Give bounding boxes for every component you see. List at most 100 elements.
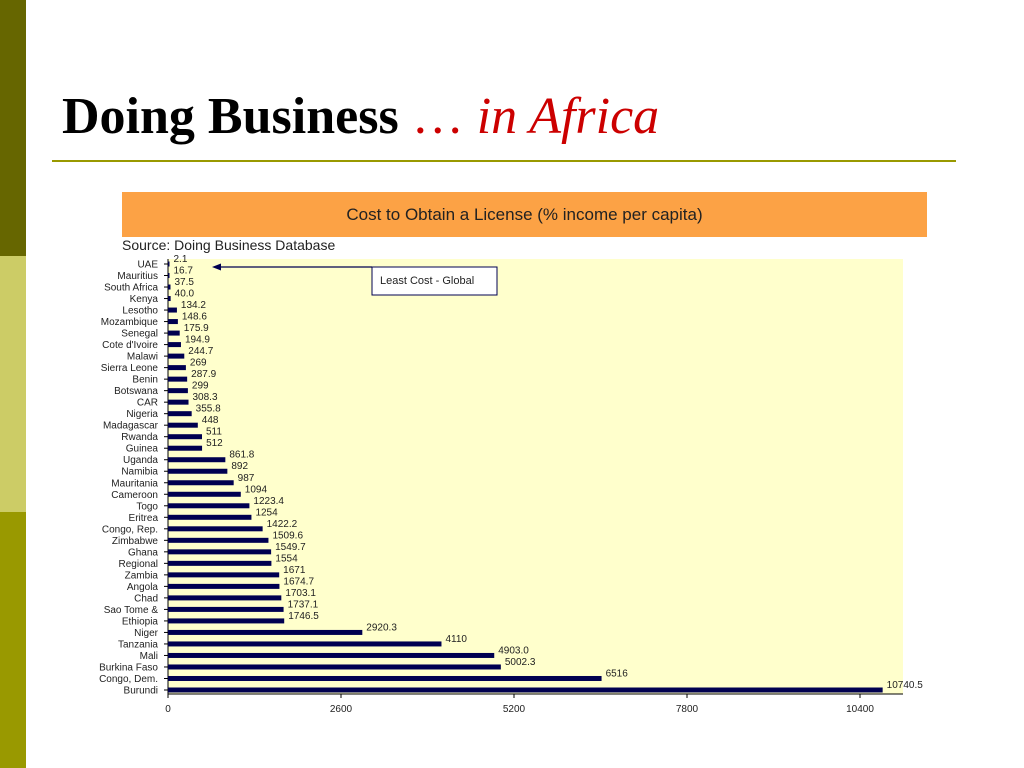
chart-title: Cost to Obtain a License (% income per c… [122, 192, 927, 237]
bar [168, 491, 241, 497]
bar [168, 353, 185, 359]
bar [168, 687, 883, 693]
category-label: Togo [136, 501, 158, 512]
data-label: 1554 [275, 553, 298, 564]
category-label: Benin [132, 375, 158, 386]
category-label: Congo, Rep. [102, 524, 158, 535]
data-label: 308.3 [193, 392, 218, 403]
data-label: 16.7 [174, 266, 194, 277]
bar [168, 503, 250, 509]
data-label: 1737.1 [288, 599, 319, 610]
bar [168, 399, 189, 405]
category-label: Sierra Leone [101, 363, 159, 374]
bar [168, 652, 495, 658]
bar [168, 388, 188, 394]
data-label: 2.1 [174, 254, 188, 265]
data-label: 892 [231, 461, 248, 472]
data-label: 10740.5 [887, 680, 924, 691]
bar [168, 618, 285, 624]
bar [168, 411, 192, 417]
data-label: 1703.1 [285, 588, 316, 599]
annotation-text: Least Cost - Global [380, 275, 474, 287]
data-label: 987 [238, 473, 255, 484]
side-bar-top [0, 0, 26, 256]
data-label: 4903.0 [498, 645, 529, 656]
data-label: 355.8 [196, 404, 221, 415]
data-label: 1422.2 [267, 519, 298, 530]
data-label: 6516 [606, 668, 629, 679]
slide-title-ellipsis: … [411, 88, 464, 145]
data-label: 148.6 [182, 312, 207, 323]
category-label: Mauritius [117, 271, 158, 282]
category-label: Burundi [124, 686, 158, 697]
category-label: Cameroon [111, 490, 158, 501]
data-label: 299 [192, 381, 209, 392]
bar [168, 606, 284, 612]
category-label: Chad [134, 593, 158, 604]
data-label: 1094 [245, 484, 268, 495]
bar [168, 330, 180, 336]
bar [168, 434, 203, 440]
data-label: 1746.5 [288, 611, 319, 622]
category-label: Kenya [130, 294, 159, 305]
side-bar-middle [0, 256, 26, 512]
bar [168, 514, 252, 520]
data-label: 1674.7 [283, 576, 314, 587]
x-tick-label: 5200 [503, 704, 526, 715]
bar [168, 445, 203, 451]
category-label: Sao Tome & [104, 605, 159, 616]
category-label: Senegal [121, 329, 158, 340]
category-label: Regional [119, 559, 158, 570]
x-tick-label: 2600 [330, 704, 353, 715]
category-label: Zimbabwe [112, 536, 159, 547]
bar [168, 273, 170, 279]
bar [168, 629, 363, 635]
slide-title-main: Doing Business [62, 88, 399, 145]
category-label: South Africa [104, 283, 158, 294]
annotation-arrowhead [212, 263, 221, 271]
data-label: 244.7 [188, 346, 213, 357]
bar [168, 457, 226, 463]
category-label: Mali [140, 651, 158, 662]
bar [168, 365, 186, 371]
category-label: Tanzania [118, 639, 158, 650]
chart-source: Source: Doing Business Database [122, 237, 336, 253]
category-label: Uganda [123, 455, 158, 466]
title-divider [52, 160, 956, 162]
category-label: Lesotho [122, 306, 158, 317]
category-label: Namibia [121, 467, 158, 478]
category-label: Rwanda [121, 432, 158, 443]
data-label: 134.2 [181, 300, 206, 311]
bar [168, 319, 178, 325]
category-label: Mozambique [101, 317, 159, 328]
data-label: 861.8 [229, 450, 254, 461]
bar [168, 342, 181, 348]
category-label: Ghana [128, 547, 158, 558]
data-label: 1509.6 [272, 530, 303, 541]
data-label: 4110 [445, 634, 467, 645]
plot-area [168, 259, 903, 694]
bar [168, 468, 228, 474]
bar [168, 595, 282, 601]
data-label: 269 [190, 358, 207, 369]
category-label: Congo, Dem. [99, 674, 158, 685]
data-label: 448 [202, 415, 219, 426]
data-label: 511 [206, 427, 222, 438]
side-bar-bottom [0, 512, 26, 768]
bar [168, 560, 272, 566]
category-label: Mauritania [111, 478, 158, 489]
category-label: Madagascar [103, 421, 159, 432]
bar [168, 261, 170, 267]
bar [168, 572, 280, 578]
category-label: Zambia [125, 570, 159, 581]
data-label: 1549.7 [275, 542, 306, 553]
data-label: 5002.3 [505, 657, 536, 668]
data-label: 194.9 [185, 335, 210, 346]
data-label: 40.0 [175, 289, 195, 300]
data-label: 2920.3 [366, 622, 397, 633]
x-tick-label: 0 [165, 704, 171, 715]
bar [168, 296, 171, 302]
bar [168, 480, 234, 486]
bar [168, 307, 177, 313]
